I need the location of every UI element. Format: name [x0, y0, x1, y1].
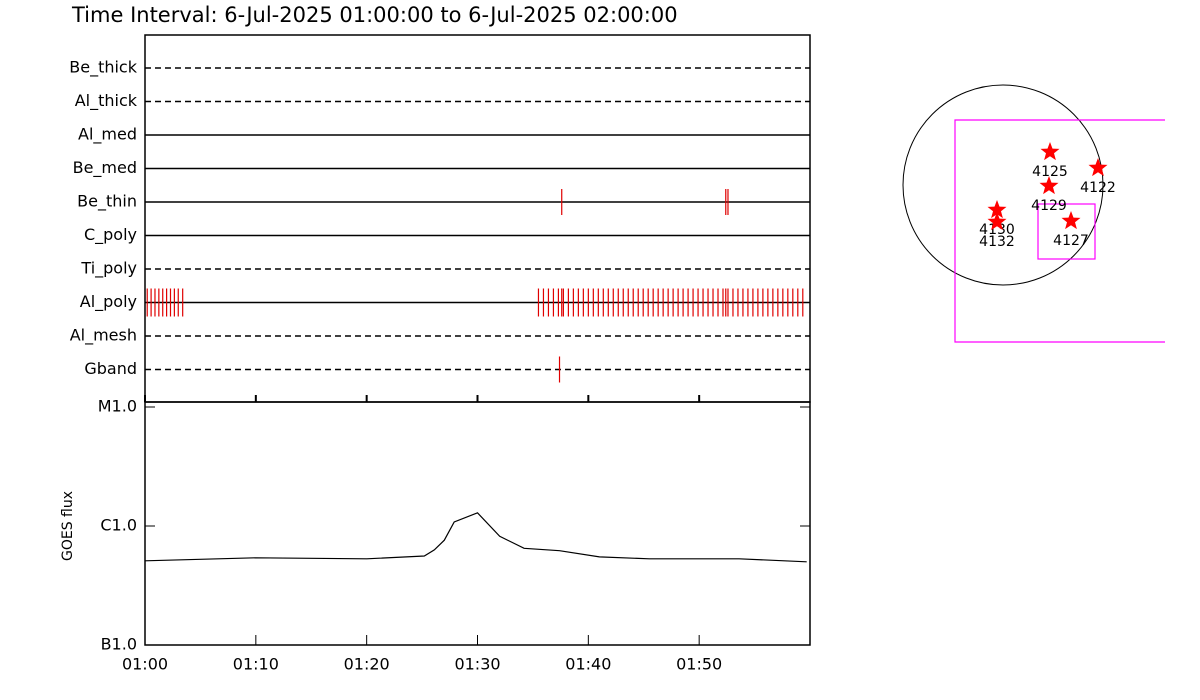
filter-label: Be_thin: [77, 192, 137, 212]
region-label: 4127: [1053, 233, 1089, 249]
region-marker: [1088, 158, 1108, 177]
x-tick-label: 01:10: [233, 655, 279, 674]
goes-frame: [144, 401, 811, 646]
fov-box-small: [1037, 203, 1096, 260]
filter-label: Al_poly: [80, 292, 137, 312]
region-marker: [987, 212, 1007, 231]
region-label: 4125: [1032, 164, 1068, 180]
y-tick-label: B1.0: [101, 635, 137, 654]
filter-label: Al_thick: [75, 91, 138, 111]
y-tick-label: C1.0: [100, 516, 137, 535]
x-tick-label: 01:20: [344, 655, 390, 674]
filter-label: Al_mesh: [70, 326, 137, 346]
region-marker: [1040, 142, 1060, 161]
region-label: 4129: [1031, 198, 1067, 214]
region-label: 4130: [979, 222, 1015, 238]
timeline-frame: [144, 34, 811, 403]
fov-box: [954, 119, 1165, 343]
region-marker: [987, 200, 1007, 219]
filter-label: Gband: [84, 359, 137, 378]
filter-label: Be_thick: [69, 58, 137, 78]
y-tick-label: M1.0: [98, 397, 137, 416]
x-tick-label: 01:30: [454, 655, 500, 674]
x-tick-label: 01:40: [565, 655, 611, 674]
solar-disk: [902, 84, 1104, 286]
region-label: 4122: [1080, 180, 1116, 196]
x-tick-label: 01:00: [122, 655, 168, 674]
goes-curve: [144, 512, 807, 563]
title: Time Interval: 6-Jul-2025 01:00:00 to 6-…: [71, 3, 678, 27]
region-marker: [1061, 211, 1081, 230]
region-label: 4132: [979, 234, 1015, 250]
filter-label: Ti_poly: [80, 259, 137, 279]
filter-label: C_poly: [84, 225, 137, 245]
filter-label: Be_med: [73, 158, 137, 178]
filter-label: Al_med: [78, 125, 137, 145]
x-tick-label: 01:50: [676, 655, 722, 674]
region-marker: [1039, 176, 1059, 195]
y-axis-label: GOES flux: [60, 491, 76, 561]
